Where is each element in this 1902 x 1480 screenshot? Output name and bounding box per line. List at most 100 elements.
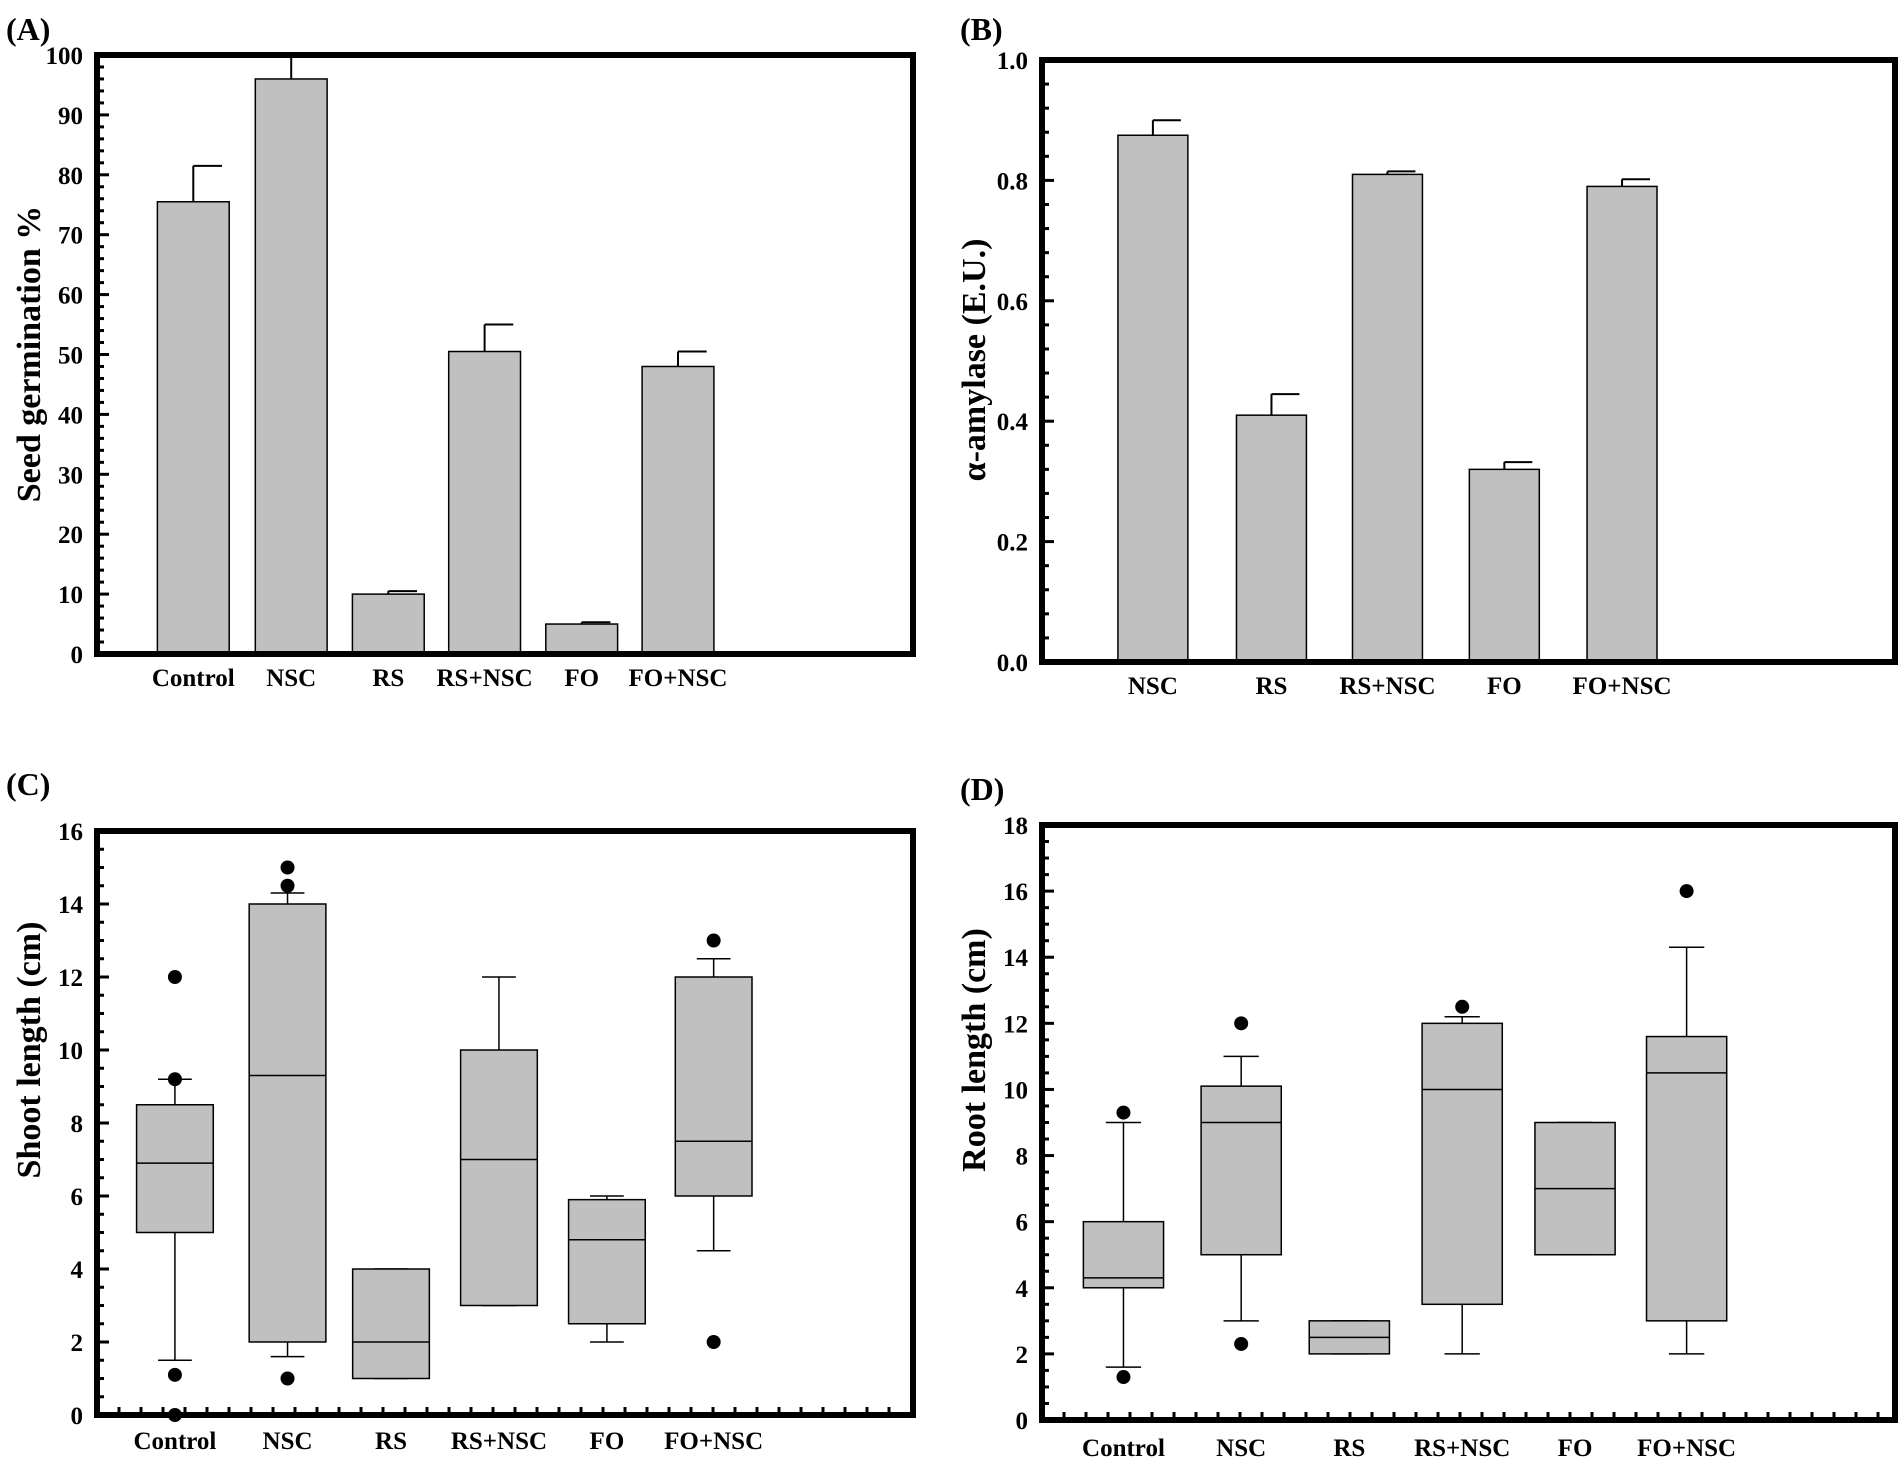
bar-rs-nsc xyxy=(1351,173,1424,663)
bar-fo-nsc xyxy=(641,365,715,655)
panel-d: (D) 0 2 4 6 8 10 12 14 16 18 Control NSC RS RS+NSC FO F… xyxy=(956,771,1898,1462)
bar-control xyxy=(156,201,230,655)
panel-c-y-tick-label: 14 xyxy=(58,892,84,919)
box-fo xyxy=(567,1198,647,1325)
panel-b-x-category-label: RS xyxy=(1255,673,1287,700)
panel-a-plot: 0 10 20 30 40 50 60 70 80 90 100 Control NSC RS RS+NSC… xyxy=(46,43,916,692)
panel-b-y-tick-label: 1.0 xyxy=(997,48,1028,75)
box-control xyxy=(1082,1220,1165,1289)
panel-a-y-tick-label: 10 xyxy=(58,582,83,609)
outlier-point xyxy=(1234,1336,1249,1351)
panel-c-y-tick-label: 0 xyxy=(71,1403,84,1430)
panel-a-x-category-label: RS+NSC xyxy=(436,665,532,692)
panel-c-x-category-label: RS xyxy=(375,1428,407,1455)
panel-c-frame xyxy=(94,828,916,1418)
panel-a-y-tick-label: 40 xyxy=(58,402,83,429)
panel-a-y-axis-label: Seed germination % xyxy=(11,206,48,503)
panel-a-y-tick-label: 30 xyxy=(58,462,83,489)
box-nsc xyxy=(1200,1085,1283,1256)
panel-c: (C) 0 2 4 6 8 10 12 14 16 Control NSC RS RS+NSC FO FO+… xyxy=(6,766,916,1455)
box-rs xyxy=(351,1268,431,1380)
bar-nsc xyxy=(254,78,328,655)
panel-a-y-tick-label: 50 xyxy=(58,343,83,370)
outlier-point xyxy=(706,1335,721,1349)
panel-c-y-tick-label: 6 xyxy=(71,1184,84,1211)
outlier-point xyxy=(167,970,182,984)
panel-b-x-category-label: FO xyxy=(1487,673,1522,700)
panel-b-y-tick-label: 0.2 xyxy=(997,530,1028,557)
panel-c-y-axis-label: Shoot length (cm) xyxy=(11,922,48,1179)
panel-c-y-tick-label: 4 xyxy=(71,1257,84,1284)
panel-a-x-category-label: Control xyxy=(152,665,235,692)
panel-c-x-category-label: Control xyxy=(133,1428,216,1455)
panel-c-y-tick-label: 12 xyxy=(58,965,83,992)
panel-d-x-category-label: RS+NSC xyxy=(1414,1435,1510,1462)
panel-c-y-tick-label: 16 xyxy=(58,819,83,846)
panel-b-x-category-label: FO+NSC xyxy=(1573,673,1672,700)
panel-a-x-category-label: FO+NSC xyxy=(628,665,727,692)
outlier-point xyxy=(280,878,295,893)
panel-d-y-tick-label: 16 xyxy=(1003,879,1028,906)
box-rs-nsc xyxy=(459,1049,539,1307)
panel-d-y-tick-label: 12 xyxy=(1003,1011,1028,1038)
outlier-point xyxy=(1455,999,1470,1014)
outlier-point xyxy=(706,933,721,948)
panel-d-y-tick-label: 4 xyxy=(1016,1276,1029,1303)
panel-d-y-axis-label: Root length (cm) xyxy=(956,928,993,1172)
panel-a-y-tick-label: 100 xyxy=(46,43,84,70)
bar-rs xyxy=(351,593,425,655)
panel-b-label: (B) xyxy=(960,11,1003,47)
panel-a-x-category-label: RS xyxy=(372,665,404,692)
outlier-point xyxy=(280,860,295,875)
panel-b-frame xyxy=(1039,57,1898,665)
panel-a-y-tick-label: 0 xyxy=(71,642,84,669)
panel-c-plot: 0 2 4 6 8 10 12 14 16 Control NSC RS RS+NSC FO FO+NSC xyxy=(58,819,916,1455)
box-rs-nsc xyxy=(1421,1022,1504,1306)
panel-a-y-tick-label: 20 xyxy=(58,522,83,549)
panel-d-x-category-label: FO xyxy=(1558,1435,1593,1462)
panel-d-plot: 0 2 4 6 8 10 12 14 16 18 Control NSC RS RS+NSC FO FO+NS… xyxy=(1003,813,1898,1462)
panel-d-y-tick-label: 2 xyxy=(1016,1342,1029,1369)
panel-a-frame xyxy=(94,52,916,657)
box-fo-nsc xyxy=(674,976,753,1197)
outlier-point xyxy=(280,1371,295,1386)
panel-d-label: (D) xyxy=(960,771,1004,807)
bar-rs xyxy=(1235,414,1308,663)
panel-d-y-tick-label: 18 xyxy=(1003,813,1028,840)
outlier-point xyxy=(1234,1016,1249,1031)
bar-fo-nsc xyxy=(1586,185,1658,663)
panel-d-y-tick-label: 0 xyxy=(1016,1408,1029,1435)
panel-a-x-category-label: FO xyxy=(564,665,599,692)
panel-b-x-category-label: RS+NSC xyxy=(1339,673,1435,700)
panel-b-plot: 0.0 0.2 0.4 0.6 0.8 1.0 NSC RS RS+NSC FO FO+NSC xyxy=(997,48,1898,700)
panel-a-x-category-label: NSC xyxy=(266,665,316,692)
outlier-point xyxy=(167,1072,182,1087)
panel-d-y-tick-label: 10 xyxy=(1003,1077,1028,1104)
panel-b-y-tick-label: 0.0 xyxy=(997,650,1028,677)
panel-a-label: (A) xyxy=(6,11,50,47)
bar-rs-nsc xyxy=(447,350,522,655)
bar-fo xyxy=(1468,468,1541,663)
bar-fo xyxy=(545,623,619,655)
panel-b-y-tick-label: 0.8 xyxy=(997,168,1028,195)
panel-d-y-tick-label: 8 xyxy=(1016,1144,1029,1171)
outlier-point xyxy=(1116,1370,1131,1385)
box-control xyxy=(135,1104,215,1234)
panel-d-x-category-label: Control xyxy=(1082,1435,1165,1462)
bar-nsc xyxy=(1117,134,1189,663)
panel-a-y-tick-label: 80 xyxy=(58,163,83,190)
panel-c-y-tick-label: 10 xyxy=(58,1038,83,1065)
panel-a-y-tick-label: 70 xyxy=(58,223,83,250)
outlier-point xyxy=(1116,1105,1131,1120)
panel-d-y-tick-label: 6 xyxy=(1016,1210,1029,1237)
panel-d-x-category-label: NSC xyxy=(1216,1435,1266,1462)
panel-c-y-tick-label: 2 xyxy=(71,1330,84,1357)
panel-c-label: (C) xyxy=(6,766,50,802)
panel-c-x-category-label: FO xyxy=(590,1428,625,1455)
outlier-point xyxy=(167,1367,182,1382)
panel-c-y-tick-label: 8 xyxy=(71,1111,84,1138)
panel-b-y-axis-label: α-amylase (E.U.) xyxy=(956,239,993,482)
panel-d-frame xyxy=(1039,822,1898,1423)
panel-c-x-category-label: NSC xyxy=(263,1428,313,1455)
